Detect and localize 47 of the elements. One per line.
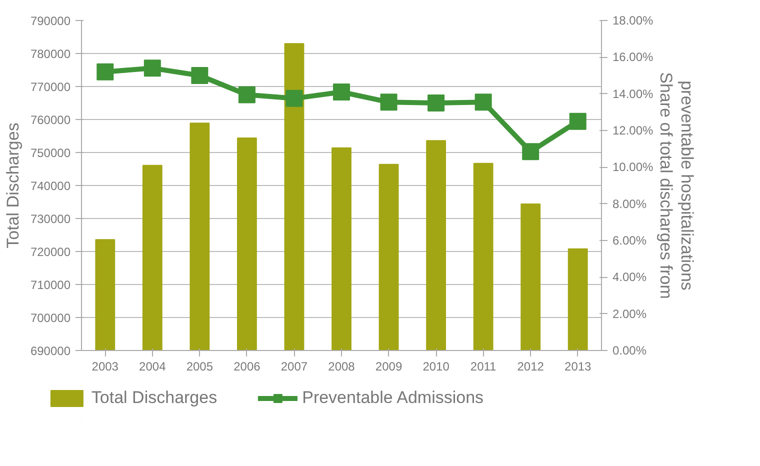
legend-label: Preventable Admissions <box>302 388 484 408</box>
x-tick-label: 2005 <box>186 360 214 374</box>
y-tick-label: 760000 <box>30 113 71 127</box>
point <box>96 63 114 80</box>
point <box>191 67 208 84</box>
point <box>144 60 161 77</box>
x-tick-label: 2004 <box>139 360 166 374</box>
x-tick-label: 2006 <box>234 360 261 374</box>
point <box>569 112 586 130</box>
x-tick-label: 2003 <box>92 360 119 374</box>
y2-tick-label: 14.00% <box>612 86 654 101</box>
x-tick-label: 2010 <box>422 360 450 374</box>
y-tick-label: 790000 <box>30 14 71 28</box>
y2-tick-label: 16.00% <box>612 50 654 64</box>
point <box>428 94 445 112</box>
x-tick-label: 2013 <box>564 360 592 374</box>
y2-tick-label: 8.00% <box>612 196 647 211</box>
point <box>286 90 303 107</box>
y2-tick-label: 4.00% <box>612 270 647 284</box>
y2-tick-label: 10.00% <box>612 160 654 174</box>
y-axis-title: Total Discharges <box>3 122 22 248</box>
x-tick-label: 2009 <box>375 360 402 374</box>
point <box>333 84 350 100</box>
x-tick-label: 2011 <box>470 360 497 374</box>
y-tick-label: 780000 <box>30 47 71 61</box>
x-tick-label: 2012 <box>517 360 544 374</box>
y-tick-label: 740000 <box>30 179 71 193</box>
y2-tick-label: 0.00% <box>612 344 647 358</box>
y-tick-label: 710000 <box>30 278 71 292</box>
point <box>238 86 256 104</box>
y-tick-label: 720000 <box>30 245 71 259</box>
point <box>380 94 398 111</box>
x-tick-label: 2007 <box>280 360 308 374</box>
y-tick-label: 770000 <box>30 80 71 94</box>
y-tick-label: 730000 <box>30 212 71 226</box>
y2-tick-label: 12.00% <box>612 124 654 138</box>
y2-tick-label: 18.00% <box>612 14 654 28</box>
legend-label: Total Discharges <box>91 388 218 408</box>
point <box>474 94 492 111</box>
y2-axis-title: Share of total discharges from preventable hospitalizations <box>656 72 696 299</box>
y-tick-label: 750000 <box>30 146 71 160</box>
y-tick-label: 700000 <box>30 311 71 325</box>
y-tick-label: 690000 <box>30 344 71 358</box>
x-tick-label: 2008 <box>328 360 356 374</box>
point <box>522 143 540 160</box>
y2-tick-label: 2.00% <box>612 306 647 321</box>
y2-tick-label: 6.00% <box>612 234 647 248</box>
